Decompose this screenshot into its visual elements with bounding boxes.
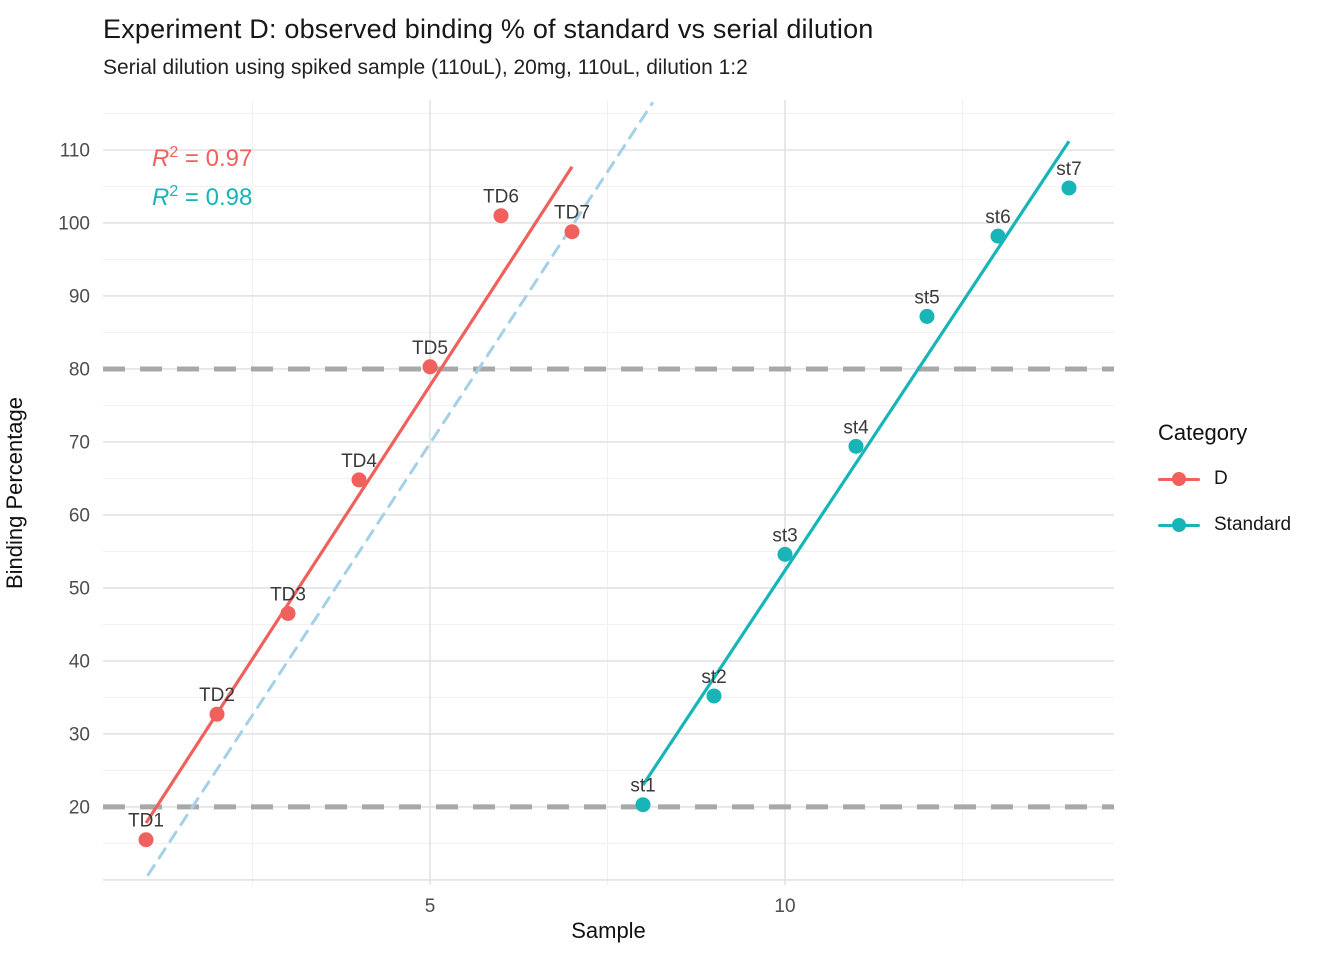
point-label-TD3: TD3 (270, 584, 306, 605)
legend-label-standard: Standard (1214, 514, 1292, 535)
r-squared-annotation-d: R2 = 0.97 (152, 144, 252, 172)
y-tick-label-100: 100 (58, 213, 90, 234)
point-st4 (848, 438, 864, 454)
r-symbol: R (152, 145, 170, 172)
y-tick-label-50: 50 (69, 578, 90, 599)
r-squared-annotation-standard: R2 = 0.98 (152, 183, 252, 211)
fit-line-standard (641, 140, 1071, 786)
y-tick-label-80: 80 (69, 359, 90, 380)
legend-title: Category (1158, 420, 1248, 445)
x-tick-label-10: 10 (774, 896, 795, 917)
point-label-TD6: TD6 (483, 187, 519, 208)
point-label-TD7: TD7 (554, 203, 590, 224)
fit-line-d (144, 165, 574, 824)
legend: Category D Standard (1158, 420, 1291, 558)
point-label-st2: st2 (701, 667, 726, 688)
point-TD2 (209, 706, 225, 722)
point-st1 (635, 797, 651, 813)
y-tick-label-70: 70 (69, 432, 90, 453)
chart-title: Experiment D: observed binding % of stan… (103, 14, 874, 44)
point-label-st7: st7 (1056, 159, 1081, 180)
point-label-st5: st5 (914, 287, 939, 308)
point-label-TD1: TD1 (128, 811, 164, 832)
y-tick-label-90: 90 (69, 286, 90, 307)
point-TD4 (351, 472, 367, 488)
point-TD1 (138, 832, 154, 848)
r-exponent: 2 (169, 183, 179, 200)
point-st5 (919, 308, 935, 324)
x-tick-label-5: 5 (425, 896, 436, 917)
legend-key-d-icon (1158, 471, 1200, 487)
point-label-st6: st6 (985, 207, 1010, 228)
point-st2 (706, 688, 722, 704)
legend-item-d: D (1158, 466, 1291, 492)
r-squared-value-d: = 0.97 (178, 145, 253, 172)
point-TD6 (493, 208, 509, 224)
y-tick-label-40: 40 (69, 651, 90, 672)
point-label-st4: st4 (843, 417, 869, 438)
y-axis-title: Binding Percentage (2, 396, 27, 590)
legend-label-d: D (1214, 468, 1228, 489)
point-label-st1: st1 (630, 776, 655, 797)
y-tick-label-110: 110 (60, 140, 90, 161)
x-axis-title: Sample (571, 918, 646, 943)
point-TD3 (280, 605, 296, 621)
point-label-TD2: TD2 (199, 685, 235, 706)
point-label-st3: st3 (772, 525, 797, 546)
legend-item-standard: Standard (1158, 512, 1291, 538)
point-st3 (777, 546, 793, 562)
legend-key-standard-icon (1158, 517, 1200, 533)
r-squared-value-standard: = 0.98 (178, 184, 253, 211)
point-st7 (1061, 180, 1077, 196)
point-TD7 (564, 224, 580, 240)
r-symbol: R (152, 184, 170, 211)
y-tick-label-20: 20 (69, 797, 90, 818)
point-TD5 (422, 359, 438, 375)
y-tick-label-30: 30 (69, 724, 90, 745)
r-exponent: 2 (169, 144, 179, 161)
chart-subtitle: Serial dilution using spiked sample (110… (103, 56, 748, 79)
point-st6 (990, 228, 1006, 244)
point-label-TD4: TD4 (341, 451, 377, 472)
y-tick-label-60: 60 (69, 505, 90, 526)
point-label-TD5: TD5 (412, 338, 448, 359)
